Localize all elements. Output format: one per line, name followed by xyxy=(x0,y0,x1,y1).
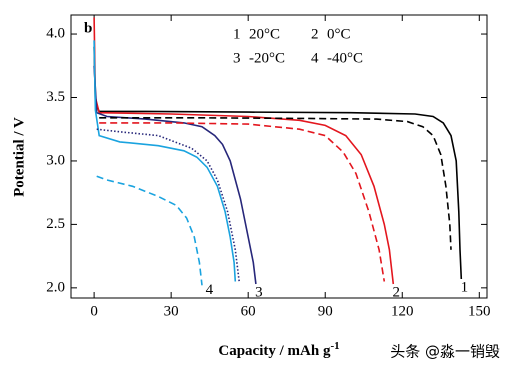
y-tick-label: 2.5 xyxy=(46,216,65,232)
curve-label: 3 xyxy=(255,284,263,300)
curve-label: 2 xyxy=(393,284,401,300)
legend-number: 2 xyxy=(311,26,319,42)
y-tick-label: 3.0 xyxy=(46,152,65,168)
series-line xyxy=(96,175,203,286)
series-line xyxy=(93,17,395,285)
watermark: 头条 @淼一销毁 xyxy=(390,343,500,361)
x-tick-label: 90 xyxy=(318,303,333,319)
x-axis-label-sup: -1 xyxy=(330,340,339,352)
plot-frame xyxy=(70,14,488,299)
legend-label: -20°C xyxy=(249,50,285,66)
x-tick-label: 60 xyxy=(241,303,256,319)
x-tick-label: 0 xyxy=(90,303,98,319)
x-tick-label: 120 xyxy=(391,303,414,319)
legend-label: 20°C xyxy=(249,26,280,42)
x-tick-label: 30 xyxy=(164,303,179,319)
y-tick-label: 4.0 xyxy=(46,25,65,41)
legend-number: 4 xyxy=(311,50,319,66)
x-axis-label: Capacity / mAh g-1 xyxy=(218,340,339,360)
y-axis-label: Potential / V xyxy=(11,117,27,197)
curve-label: 1 xyxy=(461,279,469,295)
x-axis-label-text: Capacity / mAh g xyxy=(218,343,331,359)
legend-number: 3 xyxy=(233,50,241,66)
curve-label: 4 xyxy=(206,282,214,298)
series-line xyxy=(93,65,257,285)
legend-label: 0°C xyxy=(327,26,351,42)
series-line xyxy=(93,46,463,280)
y-tick-label: 2.0 xyxy=(46,279,65,295)
y-tick-label: 3.5 xyxy=(46,89,65,105)
x-tick-label: 150 xyxy=(468,303,491,319)
legend-number: 1 xyxy=(233,26,241,42)
panel-label: b xyxy=(84,20,92,36)
legend-label: -40°C xyxy=(327,50,363,66)
series-line xyxy=(99,117,452,250)
series-line xyxy=(93,40,237,282)
series-line xyxy=(96,128,240,282)
series-line xyxy=(99,122,386,282)
